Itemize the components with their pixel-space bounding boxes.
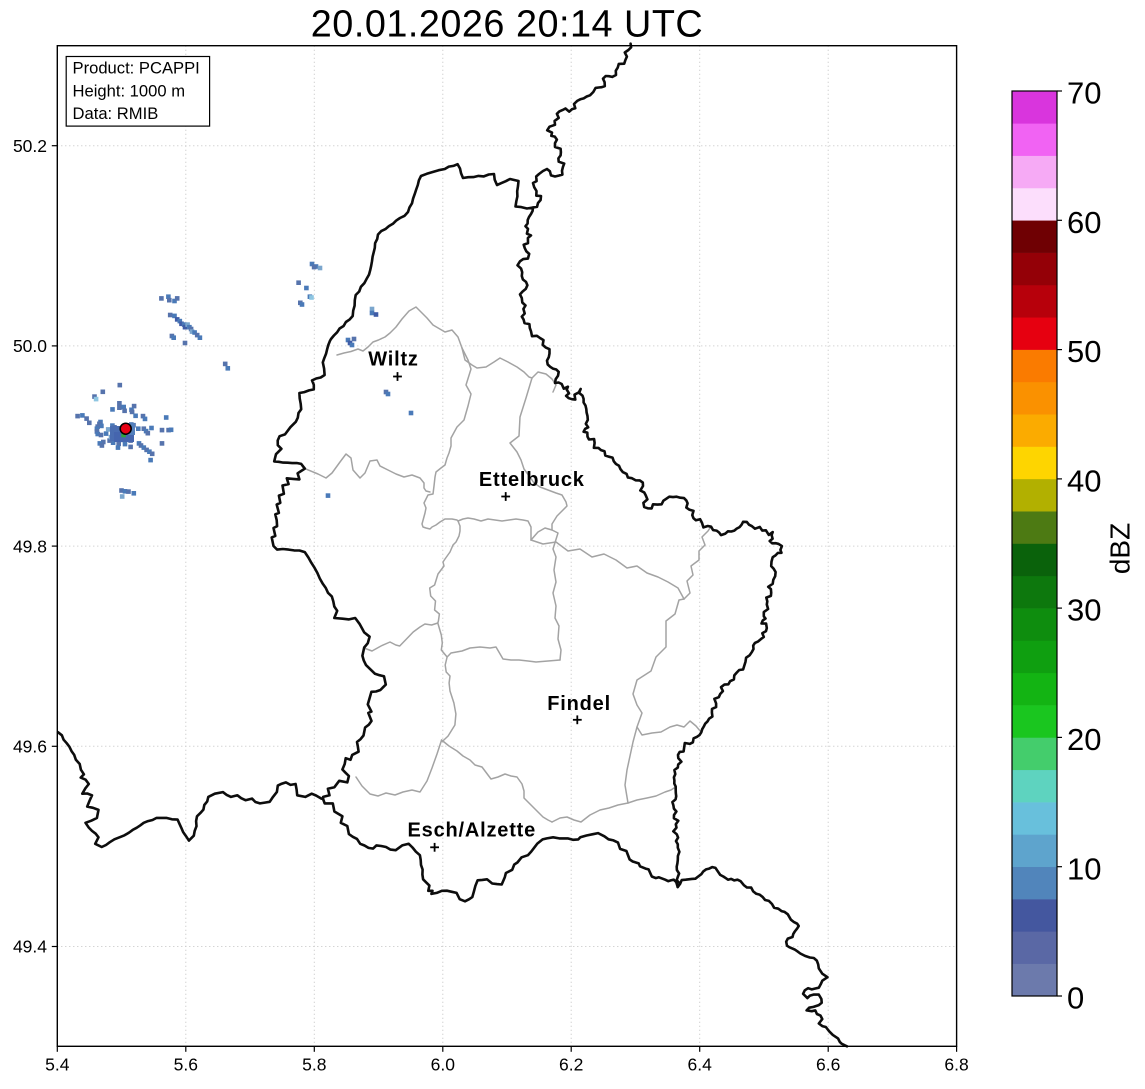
svg-text:5.4: 5.4	[45, 1055, 70, 1075]
svg-text:40: 40	[1067, 464, 1101, 499]
svg-text:dBZ: dBZ	[1105, 523, 1136, 574]
svg-text:50.2: 50.2	[13, 136, 47, 156]
svg-text:0: 0	[1067, 981, 1084, 1016]
svg-text:6.4: 6.4	[688, 1055, 713, 1075]
svg-text:Data: RMIB: Data: RMIB	[73, 104, 159, 123]
svg-text:Esch/Alzette: Esch/Alzette	[408, 820, 537, 842]
svg-text:50: 50	[1067, 334, 1101, 369]
svg-text:49.4: 49.4	[13, 937, 47, 957]
svg-text:Height: 1000 m: Height: 1000 m	[73, 81, 186, 100]
svg-text:20.01.2026 20:14 UTC: 20.01.2026 20:14 UTC	[311, 3, 703, 45]
svg-text:6.6: 6.6	[816, 1055, 840, 1075]
svg-text:5.8: 5.8	[302, 1055, 326, 1075]
svg-text:10: 10	[1067, 851, 1101, 886]
svg-text:49.8: 49.8	[13, 536, 47, 556]
svg-text:20: 20	[1067, 722, 1101, 757]
svg-text:Product: PCAPPI: Product: PCAPPI	[73, 59, 200, 78]
svg-text:Wiltz: Wiltz	[368, 348, 418, 370]
svg-text:Findel: Findel	[547, 693, 611, 715]
svg-text:6.0: 6.0	[431, 1055, 456, 1075]
svg-text:50.0: 50.0	[13, 336, 47, 356]
svg-text:30: 30	[1067, 593, 1101, 628]
svg-text:49.6: 49.6	[13, 737, 47, 757]
svg-text:5.6: 5.6	[174, 1055, 198, 1075]
svg-text:60: 60	[1067, 205, 1101, 240]
svg-text:6.2: 6.2	[559, 1055, 583, 1075]
svg-text:Ettelbruck: Ettelbruck	[479, 469, 585, 491]
svg-text:6.8: 6.8	[944, 1055, 968, 1075]
svg-text:70: 70	[1067, 76, 1101, 111]
